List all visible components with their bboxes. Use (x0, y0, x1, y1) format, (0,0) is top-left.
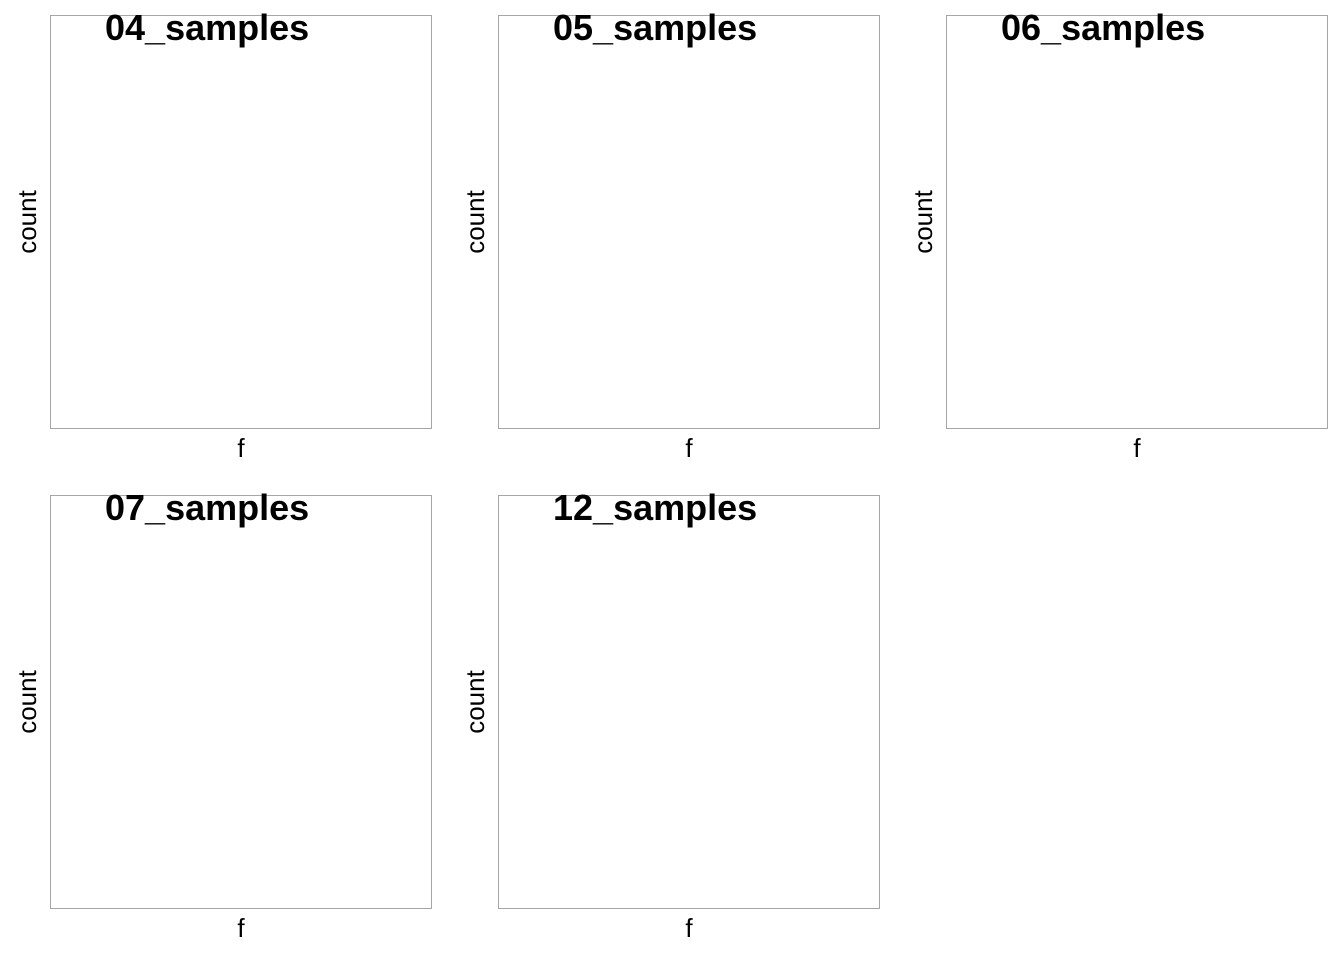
facet-panel-07-samples: 07_samples count f (0, 480, 432, 943)
plot-area (498, 15, 880, 429)
x-axis-label: f (685, 433, 693, 463)
panel-title: 06_samples (1001, 7, 1206, 48)
y-axis-label: count (460, 190, 490, 254)
plot-area (50, 495, 432, 909)
facet-panel-04-samples: 04_samples count f (0, 0, 432, 463)
y-axis-label: count (12, 190, 42, 254)
y-axis-label: count (12, 670, 42, 734)
panel-title: 05_samples (553, 7, 758, 48)
plot-area (498, 495, 880, 909)
facet-panel-12-samples: 12_samples count f (448, 480, 880, 943)
y-axis-label: count (460, 670, 490, 734)
facet-panel-05-samples: 05_samples count f (448, 0, 880, 463)
panel-title: 04_samples (105, 7, 310, 48)
plot-area (946, 15, 1328, 429)
panel-title: 12_samples (553, 487, 758, 528)
plot-area (50, 15, 432, 429)
x-axis-label: f (1133, 433, 1141, 463)
y-axis-label: count (908, 190, 938, 254)
x-axis-label: f (237, 913, 245, 943)
facet-panel-06-samples: 06_samples count f (896, 0, 1328, 463)
x-axis-label: f (237, 433, 245, 463)
x-axis-label: f (685, 913, 693, 943)
panel-title: 07_samples (105, 487, 310, 528)
